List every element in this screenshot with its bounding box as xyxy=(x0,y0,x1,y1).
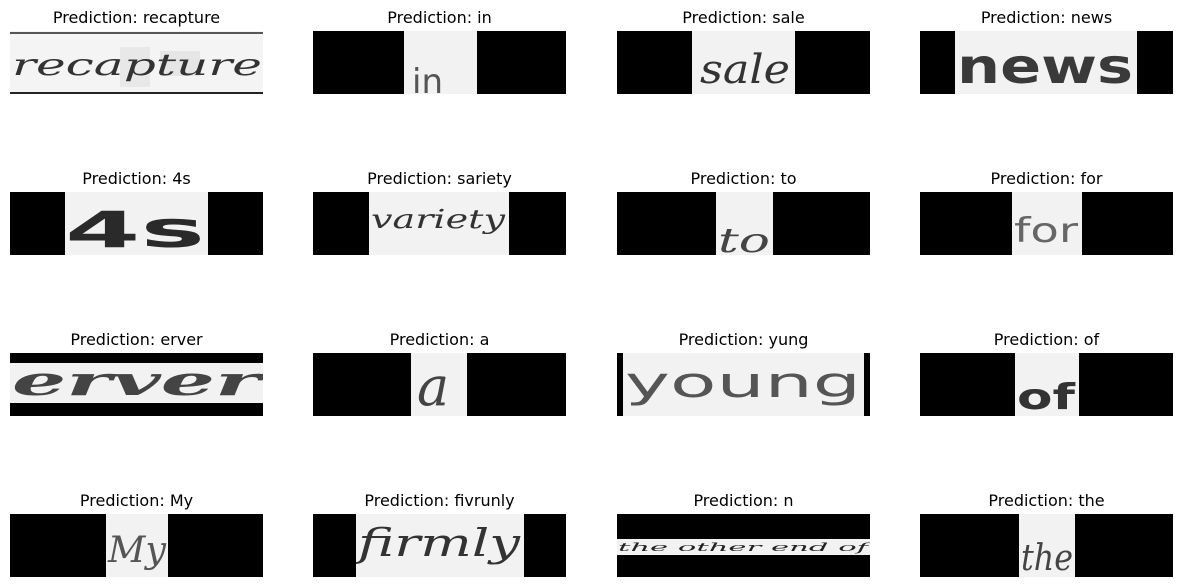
handwriting-text: firmly xyxy=(356,521,521,565)
panel-title: Prediction: yung xyxy=(617,329,870,351)
handwriting-image: for xyxy=(920,192,1173,255)
handwriting-image-for: for xyxy=(1012,192,1082,255)
handwriting-text: sale xyxy=(700,47,790,93)
panel-title: Prediction: sale xyxy=(617,7,870,29)
handwriting-image-line: the other end of xyxy=(617,539,870,555)
handwriting-image: in xyxy=(313,31,566,94)
handwriting-image-in: in xyxy=(404,31,477,94)
handwriting-image-4s: 4s xyxy=(65,192,208,255)
handwriting-text: erver xyxy=(12,363,263,403)
handwriting-image-recapture: recapture xyxy=(10,31,263,94)
panel-title: Prediction: in xyxy=(313,7,566,29)
panel-title: Prediction: erver xyxy=(10,329,263,351)
panel-title: Prediction: recapture xyxy=(10,7,263,29)
handwriting-image: 4s xyxy=(10,192,263,255)
handwriting-image: firmly xyxy=(313,514,566,577)
handwriting-text: variety xyxy=(371,205,505,235)
handwriting-image: the other end of xyxy=(617,514,870,577)
panel-title: Prediction: the xyxy=(920,490,1173,512)
handwriting-image-of: of xyxy=(1015,353,1079,416)
handwriting-image: My xyxy=(10,514,263,577)
handwriting-image-a: a xyxy=(411,353,467,416)
panel-title: Prediction: fivrunly xyxy=(313,490,566,512)
panel-title: Prediction: n xyxy=(617,490,870,512)
handwriting-text: the xyxy=(1021,538,1073,577)
handwriting-image-erver: erver xyxy=(10,363,263,403)
handwriting-image: news xyxy=(920,31,1173,94)
handwriting-image: young xyxy=(617,353,870,416)
handwriting-image: to xyxy=(617,192,870,255)
panel-title: Prediction: for xyxy=(920,168,1173,190)
panel-title: Prediction: 4s xyxy=(10,168,263,190)
handwriting-image: variety xyxy=(313,192,566,255)
handwriting-image: of xyxy=(920,353,1173,416)
handwriting-image-firmly: firmly xyxy=(356,514,524,577)
panel-title: Prediction: sariety xyxy=(313,168,566,190)
handwriting-image-My: My xyxy=(106,514,168,577)
handwriting-image-sale: sale xyxy=(692,31,795,94)
handwriting-text: My xyxy=(107,530,167,571)
handwriting-image: a xyxy=(313,353,566,416)
handwriting-text: in xyxy=(412,62,443,94)
handwriting-text: of xyxy=(1017,377,1075,416)
handwriting-text: for xyxy=(1014,211,1078,251)
panel-title: Prediction: of xyxy=(920,329,1173,351)
handwriting-text: 4s xyxy=(65,201,205,255)
handwriting-image-young: young xyxy=(623,353,864,416)
handwriting-image: the xyxy=(920,514,1173,577)
handwriting-text: the other end of xyxy=(618,541,870,554)
handwriting-text: news xyxy=(957,39,1133,94)
handwriting-image: recapture xyxy=(10,31,263,94)
handwriting-text: to xyxy=(718,221,770,255)
handwriting-text: young xyxy=(625,358,861,407)
handwriting-image-the: the xyxy=(1019,514,1075,577)
handwriting-image-variety: variety xyxy=(369,192,509,255)
handwriting-image-news: news xyxy=(955,31,1137,94)
panel-title: Prediction: a xyxy=(313,329,566,351)
handwriting-image: erver xyxy=(10,353,263,416)
handwriting-image-to: to xyxy=(716,192,773,255)
handwriting-text: a xyxy=(417,355,449,416)
handwriting-text: recapture xyxy=(12,48,262,83)
panel-title: Prediction: to xyxy=(617,168,870,190)
panel-title: Prediction: news xyxy=(920,7,1173,29)
panel-title: Prediction: My xyxy=(10,490,263,512)
handwriting-image: sale xyxy=(617,31,870,94)
